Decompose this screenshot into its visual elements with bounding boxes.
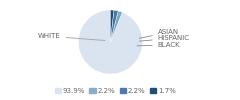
Text: ASIAN: ASIAN — [139, 29, 179, 38]
Text: HISPANIC: HISPANIC — [139, 35, 190, 41]
Text: WHITE: WHITE — [38, 33, 105, 40]
Wedge shape — [110, 10, 114, 42]
Wedge shape — [78, 10, 142, 74]
Wedge shape — [110, 10, 118, 42]
Wedge shape — [110, 11, 122, 42]
Legend: 93.9%, 2.2%, 2.2%, 1.7%: 93.9%, 2.2%, 2.2%, 1.7% — [52, 85, 179, 96]
Text: BLACK: BLACK — [137, 42, 180, 48]
